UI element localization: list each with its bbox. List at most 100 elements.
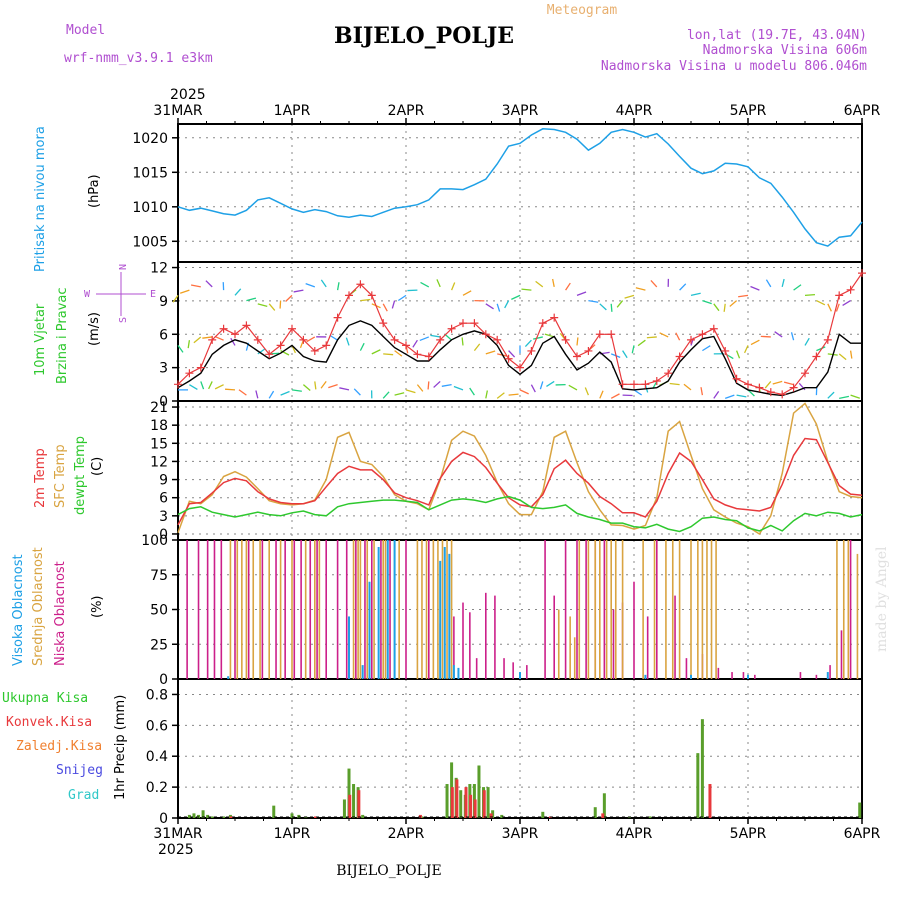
wind-gust-marker bbox=[561, 335, 570, 344]
wind-barb bbox=[485, 390, 489, 399]
y-tick-label: 50 bbox=[150, 603, 168, 619]
wind-barb bbox=[635, 287, 646, 291]
wind-gust-marker bbox=[858, 269, 866, 278]
wind-barb bbox=[469, 387, 475, 396]
wind-barb bbox=[793, 284, 802, 291]
wind-barb bbox=[530, 384, 536, 393]
precip-total-bar bbox=[477, 765, 481, 818]
wind-barb bbox=[430, 334, 441, 338]
wind-barb bbox=[839, 395, 850, 399]
wind-gust-marker bbox=[550, 313, 559, 322]
wind-barb bbox=[268, 303, 276, 311]
wind-legend-line1: 10m Vjetar bbox=[33, 303, 48, 376]
wind-gust-marker bbox=[424, 352, 433, 361]
wind-gust-marker bbox=[345, 291, 353, 300]
wind-gust-marker bbox=[219, 324, 228, 333]
wind-speed-line bbox=[177, 320, 862, 397]
y-tick-label: 1015 bbox=[132, 165, 168, 181]
tempdew-legend: dewpt Temp bbox=[73, 436, 88, 515]
wind-barb bbox=[383, 353, 394, 356]
precip-total-bar bbox=[187, 814, 191, 818]
wind-barb bbox=[329, 334, 338, 341]
y-tick-label: 100 bbox=[141, 533, 168, 549]
precip-total-bar bbox=[648, 816, 652, 818]
wind-barb bbox=[436, 279, 441, 288]
precip-conv-bar bbox=[229, 816, 233, 818]
y-tick-label: 9 bbox=[159, 473, 168, 489]
x-tick-label-bottom: 1APR bbox=[274, 826, 311, 842]
x-tick-label-top: 6APR bbox=[844, 103, 881, 119]
wind-barb bbox=[736, 394, 747, 398]
wind-barb bbox=[320, 279, 327, 288]
precip-graupel-legend: Grad bbox=[68, 788, 99, 803]
wind-barb bbox=[764, 381, 772, 389]
wind-barb bbox=[544, 333, 555, 338]
wind-barb bbox=[729, 300, 738, 307]
y-tick-label: 15 bbox=[150, 436, 168, 452]
wind-barb bbox=[616, 300, 624, 308]
wind-barb bbox=[835, 303, 840, 312]
wind-barb bbox=[412, 339, 418, 348]
wind-barb bbox=[633, 389, 643, 396]
wind-barb bbox=[280, 350, 290, 356]
x-tick-label-bottom: 31MAR bbox=[153, 826, 202, 842]
wind-gust-marker bbox=[379, 319, 388, 328]
wind-barb bbox=[576, 337, 579, 346]
wind-barb bbox=[702, 299, 712, 305]
wind-barb bbox=[293, 289, 304, 293]
wind-gust-marker bbox=[573, 352, 581, 361]
wind-barb bbox=[339, 387, 350, 391]
wind-gust-marker bbox=[310, 346, 319, 355]
y-tick-label: 21 bbox=[150, 400, 168, 416]
temp2m-line bbox=[177, 437, 863, 526]
wind-barb bbox=[461, 337, 464, 346]
wind-gust-marker bbox=[367, 291, 376, 300]
wind-gust-marker bbox=[253, 335, 262, 344]
wind-barb bbox=[804, 294, 816, 297]
wind-gust-marker bbox=[687, 335, 695, 344]
wind-barb bbox=[257, 348, 266, 355]
wind-barb bbox=[462, 290, 472, 296]
wind-barb bbox=[246, 297, 257, 302]
wind-barb bbox=[224, 388, 236, 391]
panel-frame bbox=[177, 400, 863, 541]
wind-barb bbox=[382, 303, 388, 312]
wind-barb bbox=[584, 387, 590, 396]
precip-conv-bar bbox=[482, 790, 486, 818]
compass-s: S bbox=[118, 317, 129, 323]
wind-gust-marker bbox=[812, 352, 821, 361]
wind-barb bbox=[238, 389, 247, 396]
cloud-unit: (%) bbox=[90, 596, 105, 619]
cloud-low-legend: Niska Oblacnost bbox=[53, 561, 68, 666]
wind-barb bbox=[397, 294, 407, 302]
wind-barb bbox=[280, 390, 290, 396]
wind-gust-marker bbox=[185, 369, 194, 378]
wind-gust-marker bbox=[846, 285, 855, 294]
precip-conv-bar bbox=[357, 790, 361, 818]
precip-total-bar bbox=[272, 805, 276, 818]
y-tick-label: 1005 bbox=[132, 234, 168, 250]
wind-barb bbox=[441, 384, 452, 387]
pressure-title: Pritisak na nivou mora bbox=[33, 126, 48, 272]
wind-barb bbox=[511, 294, 521, 300]
y-tick-label: 0 bbox=[159, 394, 168, 410]
wind-barb bbox=[539, 381, 544, 390]
precip-total-bar bbox=[210, 816, 214, 818]
precip-total-bar bbox=[500, 814, 504, 818]
wind-barb bbox=[700, 387, 704, 396]
precip-total-bar bbox=[696, 753, 700, 818]
wind-barb bbox=[827, 391, 835, 399]
wind-barb bbox=[816, 300, 826, 306]
wind-gust-marker bbox=[652, 376, 661, 385]
precip-conv-bar bbox=[450, 787, 454, 818]
x-tick-label-top: 5APR bbox=[730, 103, 767, 119]
wind-barb bbox=[519, 389, 529, 395]
precip-total-bar bbox=[700, 719, 704, 818]
precip-conv-bar bbox=[455, 779, 459, 818]
wind-barb bbox=[750, 339, 760, 346]
wind-barb bbox=[683, 383, 692, 391]
wind-barb bbox=[314, 381, 317, 390]
model-elevation-text: Nadmorska Visina u modelu 806.046m bbox=[601, 59, 867, 74]
wind-gust-marker bbox=[276, 341, 285, 350]
wind-barb bbox=[723, 303, 726, 312]
